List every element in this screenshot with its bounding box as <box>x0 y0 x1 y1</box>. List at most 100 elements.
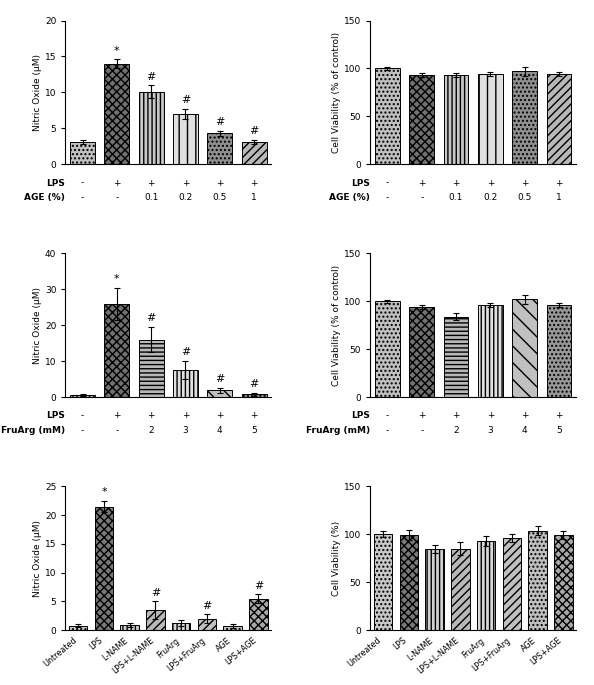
Text: #: # <box>249 126 259 136</box>
Bar <box>512 71 537 164</box>
Bar <box>105 304 129 397</box>
Bar <box>121 625 139 630</box>
Text: #: # <box>203 601 211 611</box>
Text: +: + <box>486 412 494 421</box>
Text: LPS: LPS <box>351 179 370 188</box>
Text: L-NAME: L-NAME <box>100 636 129 662</box>
Text: LPS: LPS <box>46 179 65 188</box>
Text: #: # <box>215 117 225 127</box>
Text: +: + <box>147 412 155 421</box>
Bar <box>94 506 113 630</box>
Text: 0.1: 0.1 <box>449 193 463 202</box>
Text: 0.5: 0.5 <box>517 193 532 202</box>
Y-axis label: Nitric Oxide (μM): Nitric Oxide (μM) <box>33 520 42 597</box>
Text: +: + <box>147 179 155 188</box>
Text: LPS+FruArg: LPS+FruArg <box>165 636 207 673</box>
Text: AGE (%): AGE (%) <box>329 193 370 202</box>
Text: #: # <box>147 72 156 82</box>
Text: 2: 2 <box>453 426 459 435</box>
Text: FruArg: FruArg <box>156 636 181 660</box>
Text: +: + <box>251 179 258 188</box>
Text: 5: 5 <box>251 426 257 435</box>
Text: +: + <box>251 412 258 421</box>
Bar <box>172 623 191 630</box>
Text: +: + <box>452 412 460 421</box>
Text: LPS: LPS <box>46 412 65 421</box>
Bar <box>444 75 469 164</box>
Text: 0.5: 0.5 <box>213 193 227 202</box>
Text: Untreated: Untreated <box>346 636 383 669</box>
Bar <box>400 535 418 630</box>
Text: +: + <box>418 412 425 421</box>
Text: +: + <box>182 412 189 421</box>
Bar <box>374 534 393 630</box>
Bar <box>70 142 95 164</box>
Bar <box>478 74 503 164</box>
Text: #: # <box>181 347 190 358</box>
Text: LPS: LPS <box>351 412 370 421</box>
Bar <box>451 549 470 630</box>
Text: -: - <box>386 426 389 435</box>
Text: -: - <box>386 193 389 202</box>
Bar <box>512 299 537 397</box>
Bar <box>425 549 444 630</box>
Text: -: - <box>81 412 84 421</box>
Bar <box>242 395 267 397</box>
Text: LPS: LPS <box>392 636 409 652</box>
Text: FruArg (mM): FruArg (mM) <box>1 426 65 435</box>
Text: +: + <box>113 412 121 421</box>
Text: 2: 2 <box>148 426 154 435</box>
Bar <box>503 538 521 630</box>
Bar <box>69 625 87 630</box>
Bar <box>249 599 268 630</box>
Bar <box>375 68 400 164</box>
Bar <box>242 142 267 164</box>
Bar <box>146 610 165 630</box>
Text: LPS: LPS <box>87 636 104 652</box>
Text: AGE (%): AGE (%) <box>24 193 65 202</box>
Text: +: + <box>418 179 425 188</box>
Text: AGE: AGE <box>214 636 233 653</box>
Text: 1: 1 <box>251 193 257 202</box>
Text: -: - <box>420 193 424 202</box>
Bar <box>409 307 434 397</box>
Text: *: * <box>114 274 119 284</box>
Text: 3: 3 <box>182 426 188 435</box>
Text: FruArg (mM): FruArg (mM) <box>306 426 370 435</box>
Text: 4: 4 <box>522 426 527 435</box>
Text: #: # <box>254 581 263 590</box>
Text: -: - <box>81 426 84 435</box>
Text: LPS+L-NAME: LPS+L-NAME <box>415 636 460 676</box>
Text: +: + <box>555 179 563 188</box>
Text: 5: 5 <box>556 426 562 435</box>
Text: -: - <box>115 426 118 435</box>
Y-axis label: Nitric Oxide (μM): Nitric Oxide (μM) <box>33 287 42 364</box>
Bar <box>478 306 503 397</box>
Text: +: + <box>486 179 494 188</box>
Bar <box>207 390 232 397</box>
Text: 0.2: 0.2 <box>484 193 498 202</box>
Text: +: + <box>182 179 189 188</box>
Text: +: + <box>452 179 460 188</box>
Text: -: - <box>81 179 84 188</box>
Text: LPS+AGE: LPS+AGE <box>529 636 563 667</box>
Y-axis label: Nitric Oxide (μM): Nitric Oxide (μM) <box>33 54 42 131</box>
Bar <box>139 92 163 164</box>
Bar <box>173 114 198 164</box>
Text: *: * <box>101 488 107 497</box>
Bar <box>444 316 469 397</box>
Y-axis label: Cell Viability (%): Cell Viability (%) <box>332 521 341 596</box>
Bar <box>139 340 163 397</box>
Bar <box>546 306 571 397</box>
Text: 1: 1 <box>556 193 562 202</box>
Text: +: + <box>521 179 529 188</box>
Text: -: - <box>81 193 84 202</box>
Text: #: # <box>215 373 225 384</box>
Text: -: - <box>115 193 118 202</box>
Bar <box>70 395 95 397</box>
Text: L-NAME: L-NAME <box>406 636 435 662</box>
Text: #: # <box>147 313 156 323</box>
Text: FruArg: FruArg <box>460 636 486 660</box>
Text: #: # <box>151 588 160 598</box>
Bar <box>223 626 242 630</box>
